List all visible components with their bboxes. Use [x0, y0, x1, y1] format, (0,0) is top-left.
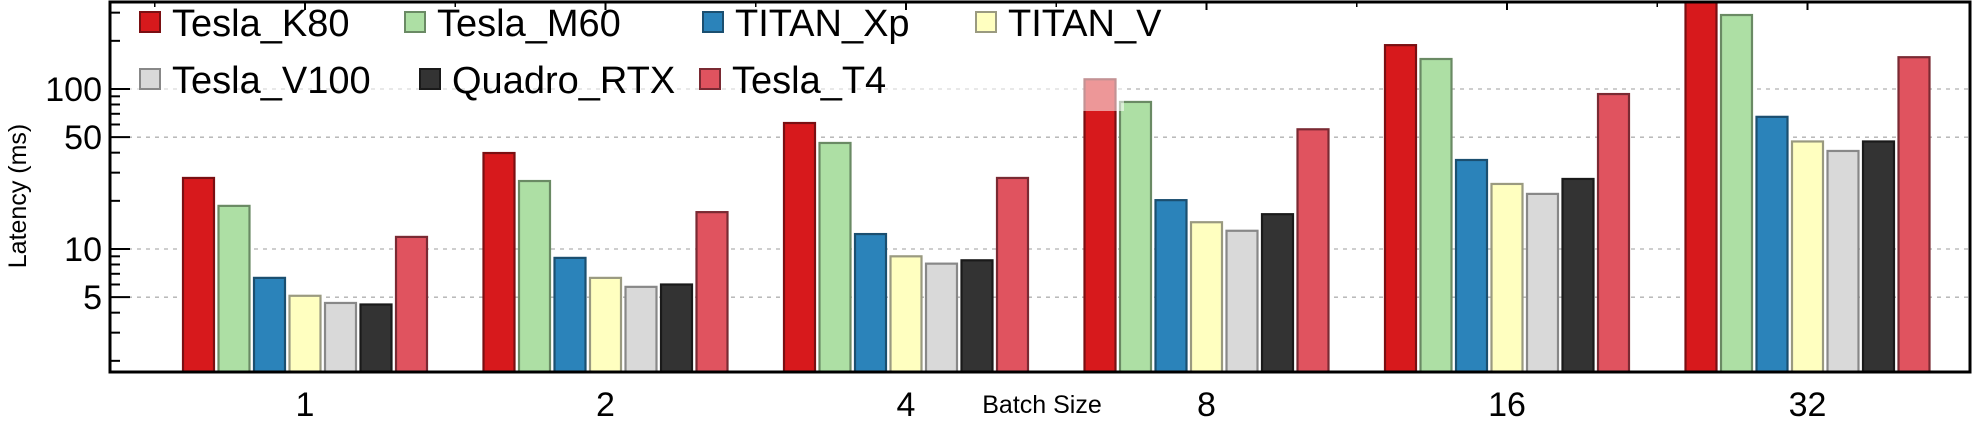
legend-label-Tesla_T4: Tesla_T4 — [732, 60, 886, 102]
bars — [181, 2, 1931, 372]
legend-label-Quadro_RTX: Quadro_RTX — [452, 60, 675, 102]
y-tick-label: 10 — [64, 231, 102, 269]
bar-Tesla_M60-2 — [517, 179, 552, 372]
bar-TITAN_Xp-2 — [553, 256, 587, 372]
bar-Quadro_RTX-2 — [659, 283, 694, 372]
bar-Tesla_T4-2 — [695, 211, 729, 372]
bar-Quadro_RTX-8 — [1260, 213, 1295, 372]
bar-TITAN_Xp-4 — [853, 232, 888, 372]
bar-Tesla_M60-1 — [217, 204, 251, 372]
bar-Tesla_M60-8 — [1118, 100, 1153, 372]
legend-swatch-TITAN_V — [975, 11, 997, 33]
x-tick-label: 1 — [296, 386, 315, 421]
legend-label-TITAN_Xp: TITAN_Xp — [735, 3, 910, 45]
bar-Tesla_T4-4 — [995, 176, 1030, 372]
legend-label-Tesla_V100: Tesla_V100 — [172, 60, 371, 102]
x-tick-label: 8 — [1197, 386, 1216, 421]
bar-Tesla_K80-16 — [1383, 44, 1418, 372]
bar-TITAN_Xp-8 — [1154, 199, 1188, 372]
x-tick-label: 16 — [1488, 386, 1526, 421]
bar-Tesla_K80-2 — [482, 151, 516, 372]
x-tick-label: 32 — [1789, 386, 1827, 421]
legend: Tesla_K80 Tesla_M60 TITAN_Xp TITAN_V Tesla_V… — [124, 0, 1162, 111]
legend-label-Tesla_M60: Tesla_M60 — [437, 3, 621, 45]
bar-TITAN_V-4 — [889, 255, 923, 372]
bar-Tesla_T4-32 — [1897, 56, 1931, 372]
bar-Tesla_V100-8 — [1225, 229, 1259, 372]
bar-Tesla_K80-4 — [782, 121, 817, 372]
bar-Tesla_V100-32 — [1826, 149, 1860, 372]
bar-Quadro_RTX-32 — [1861, 140, 1896, 372]
bar-Tesla_V100-1 — [323, 301, 358, 372]
bar-Tesla_V100-16 — [1525, 192, 1560, 372]
bar-Tesla_T4-8 — [1296, 128, 1330, 372]
bar-Tesla_V100-2 — [624, 285, 658, 372]
y-tick-label: 100 — [45, 71, 102, 109]
legend-swatch-Tesla_V100 — [139, 68, 161, 90]
legend-label-Tesla_K80: Tesla_K80 — [172, 3, 349, 45]
plot-frame — [108, 0, 1972, 374]
y-axis-label: Latency (ms) — [4, 124, 32, 268]
legend-swatch-Tesla_T4 — [699, 68, 721, 90]
x-axis-label: Batch Size — [982, 391, 1102, 419]
bar-TITAN_V-1 — [288, 294, 322, 372]
x-tick-label: 2 — [596, 386, 615, 421]
axes: 5 10 50 100 1 2 4 8 16 32 — [45, 0, 1972, 421]
bar-TITAN_V-16 — [1490, 182, 1524, 372]
x-tick-label: 4 — [897, 386, 916, 421]
bar-Tesla_M60-32 — [1719, 13, 1754, 372]
bar-TITAN_V-8 — [1189, 221, 1224, 372]
bar-Quadro_RTX-4 — [960, 259, 994, 372]
bar-Tesla_M60-16 — [1419, 57, 1453, 372]
legend-swatch-Quadro_RTX — [419, 68, 441, 90]
bar-Tesla_T4-1 — [394, 235, 429, 372]
legend-swatch-Tesla_K80 — [139, 11, 161, 33]
legend-label-TITAN_V: TITAN_V — [1008, 3, 1162, 45]
y-tick-label: 5 — [83, 279, 102, 317]
bar-Tesla_T4-16 — [1596, 92, 1631, 372]
bar-Quadro_RTX-1 — [359, 303, 393, 372]
bar-Tesla_K80-8 — [1083, 78, 1117, 372]
bar-TITAN_V-32 — [1790, 140, 1825, 372]
bar-TITAN_V-2 — [588, 276, 623, 372]
bar-TITAN_Xp-16 — [1454, 158, 1489, 372]
bar-Tesla_K80-32 — [1684, 2, 1718, 372]
legend-background — [124, 0, 1124, 111]
bar-TITAN_Xp-1 — [252, 276, 287, 372]
legend-swatch-TITAN_Xp — [702, 11, 724, 33]
bar-Tesla_K80-1 — [181, 176, 216, 372]
bar-Tesla_V100-4 — [924, 262, 959, 372]
bar-Quadro_RTX-16 — [1561, 177, 1595, 372]
bar-TITAN_Xp-32 — [1755, 115, 1789, 372]
y-tick-label: 50 — [64, 119, 102, 157]
bar-Tesla_M60-4 — [818, 141, 852, 372]
legend-swatch-Tesla_M60 — [404, 11, 426, 33]
